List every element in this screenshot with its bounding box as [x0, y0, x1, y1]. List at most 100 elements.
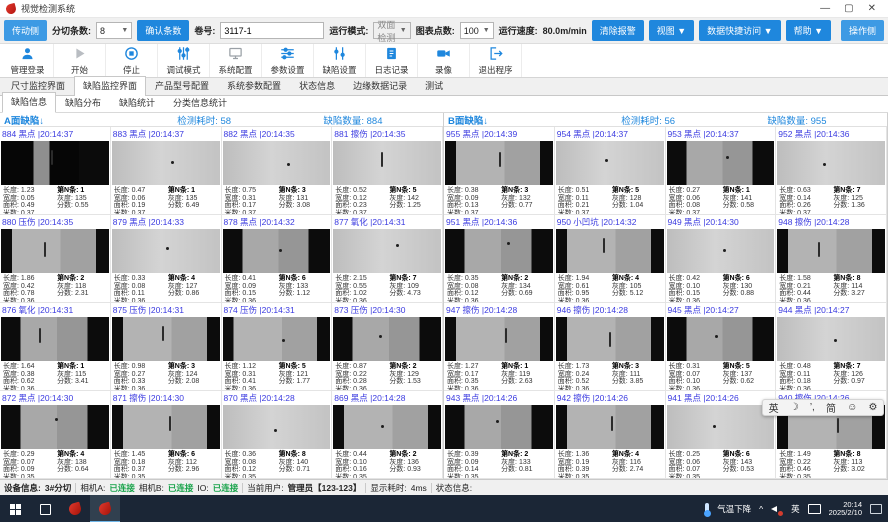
score-line: 分数: 0.62	[722, 378, 755, 386]
score-line: 分数: 2.96	[167, 466, 200, 474]
defect-card[interactable]: 872 黑点 |20:14:30 长度: 0.29 宽度: 0.07 面积: 0.09…	[0, 391, 111, 479]
tab-2[interactable]: 产品型号配置	[155, 81, 210, 91]
defect-card[interactable]: 883 黑点 |20:14:37 长度: 0.47 宽度: 0.06 面积: 0.19…	[110, 127, 222, 215]
operator-side-button[interactable]: 操作侧	[840, 20, 884, 41]
action-center-icon[interactable]	[870, 504, 882, 514]
defect-card[interactable]: 946 擦伤 |20:14:28 长度: 1.73 宽度: 0.24 面积: 0.52…	[554, 303, 666, 391]
data-quick-access-button[interactable]: 数据快捷访问 ▼	[699, 20, 781, 41]
defect-card[interactable]: 879 黑点 |20:14:33 长度: 0.33 宽度: 0.08 面积: 0.11…	[110, 215, 222, 303]
tab-0[interactable]: 尺寸监控界面	[11, 81, 66, 91]
roll-number-label: 卷号:	[194, 26, 216, 36]
ime-simplified-button[interactable]: 简	[825, 404, 836, 415]
action-button-play[interactable]: 开始	[54, 44, 106, 77]
defect-card[interactable]: 882 黑点 |20:14:35 长度: 0.75 宽度: 0.31 面积: 0.17…	[221, 127, 333, 215]
defect-class-info: 第N条: 8 灰度: 113 分数: 3.02	[833, 451, 865, 474]
defect-card[interactable]: 944 黑点 |20:14:27 长度: 0.48 宽度: 0.11 面积: 0.18…	[776, 303, 887, 391]
close-button[interactable]: ✕	[867, 2, 876, 14]
defect-card[interactable]: 949 黑点 |20:14:30 长度: 0.42 宽度: 0.10 面积: 0.15…	[665, 215, 777, 303]
defect-class-info: 第N条: 7 灰度: 125 分数: 1.36	[833, 187, 865, 210]
tab-6[interactable]: 测试	[425, 81, 444, 91]
taskbar-app-shortcut[interactable]	[60, 495, 90, 522]
ime-moon-icon[interactable]: ☽	[789, 402, 799, 413]
touch-keyboard-icon[interactable]	[807, 504, 821, 514]
info-line: 面积: 0.18	[779, 378, 811, 386]
defect-card[interactable]: 875 压伤 |20:14:31 长度: 0.98 宽度: 0.27 面积: 0.33…	[110, 303, 222, 391]
defect-measurements: 长度: 0.36 宽度: 0.08 面积: 0.12 米数: 0.35	[225, 451, 329, 478]
defect-card[interactable]: 873 压伤 |20:14:30 长度: 0.87 宽度: 0.22 面积: 0.28…	[332, 303, 443, 391]
tab-1[interactable]: 缺陷监控界面	[74, 76, 147, 96]
taskbar-clock[interactable]: 20:14 2025/2/10	[828, 500, 862, 518]
tab-3[interactable]: 系统参数配置	[227, 81, 282, 91]
volume-icon[interactable]	[771, 504, 784, 516]
taskbar-app-active[interactable]	[90, 495, 120, 522]
defect-card[interactable]: 951 黑点 |20:14:36 长度: 0.35 宽度: 0.08 面积: 0.12…	[444, 215, 555, 303]
run-mode-select[interactable]: 双面检测 ▼	[373, 20, 411, 43]
start-button[interactable]	[0, 495, 30, 522]
defect-card[interactable]: 950 小凹坑 |20:14:32 长度: 1.94 宽度: 0.61 面积: 0.9…	[554, 215, 666, 303]
action-button-user[interactable]: 管理登录	[2, 44, 54, 77]
subtab-3[interactable]: 分类信息统计	[173, 98, 228, 108]
ime-lang-button[interactable]: 英	[768, 404, 779, 415]
slit-count-select[interactable]: 8 ▼	[96, 22, 133, 39]
ime-punctuation-button[interactable]: ’,	[809, 402, 815, 413]
defect-card[interactable]: 948 擦伤 |20:14:28 长度: 1.58 宽度: 0.21 面积: 0.44…	[776, 215, 887, 303]
task-view-button[interactable]	[30, 495, 60, 522]
defect-card[interactable]: 878 黑点 |20:14:32 长度: 0.41 宽度: 0.09 面积: 0.15…	[221, 215, 333, 303]
action-button-sliders-v[interactable]: 调试模式	[158, 44, 210, 77]
tab-4[interactable]: 状态信息	[299, 81, 336, 91]
chart-points-select[interactable]: 100 ▼	[459, 22, 494, 39]
tab-5[interactable]: 边缘数据记录	[353, 81, 408, 91]
defect-card-header: 873 压伤 |20:14:30	[334, 305, 406, 315]
drive-side-button[interactable]: 传动侧	[4, 20, 48, 41]
defect-card[interactable]: 884 黑点 |20:14:37 长度: 1.23 宽度: 0.05 面积: 0.49…	[0, 127, 111, 215]
defect-card[interactable]: 947 擦伤 |20:14:28 长度: 1.27 宽度: 0.17 面积: 0.35…	[444, 303, 555, 391]
defect-card[interactable]: 945 黑点 |20:14:27 长度: 0.31 宽度: 0.07 面积: 0.10…	[665, 303, 777, 391]
action-button-camera[interactable]: 录像	[418, 44, 470, 77]
defect-card[interactable]: 881 擦伤 |20:14:35 长度: 0.52 宽度: 0.12 面积: 0.23…	[332, 127, 443, 215]
action-button-exit[interactable]: 退出程序	[470, 44, 522, 77]
defect-card[interactable]: 869 黑点 |20:14:28 长度: 0.44 宽度: 0.10 面积: 0.16…	[332, 391, 443, 479]
info-line: 面积: 0.11	[113, 290, 145, 298]
subtab-0[interactable]: 缺陷信息	[2, 92, 57, 113]
defect-card-header: 954 黑点 |20:14:37	[556, 129, 628, 139]
clear-alarm-button[interactable]: 清除报警	[591, 20, 644, 41]
ime-language-indicator[interactable]: 英	[791, 504, 800, 514]
action-button-stop[interactable]: 停止	[106, 44, 158, 77]
score-line: 分数: 0.97	[833, 378, 865, 386]
defect-image	[1, 141, 109, 185]
defect-card[interactable]: 954 黑点 |20:14:37 长度: 0.51 宽度: 0.11 面积: 0.21…	[554, 127, 666, 215]
defect-card[interactable]: 870 黑点 |20:14:28 长度: 0.36 宽度: 0.08 面积: 0.12…	[221, 391, 333, 479]
action-button-journal[interactable]: 日志记录	[366, 44, 418, 77]
defect-card[interactable]: 876 氧化 |20:14:31 长度: 1.64 宽度: 0.38 面积: 0.62…	[0, 303, 111, 391]
chevron-down-icon: ▼	[482, 27, 490, 34]
ime-settings-gear-icon[interactable]: ⚙	[868, 402, 878, 413]
defect-image	[333, 317, 441, 361]
action-button-sliders-v2[interactable]: 缺陷设置	[314, 44, 366, 77]
defect-card[interactable]: 952 黑点 |20:14:36 长度: 0.63 宽度: 0.14 面积: 0.26…	[776, 127, 887, 215]
defect-card[interactable]: 874 压伤 |20:14:31 长度: 1.12 宽度: 0.31 面积: 0.41…	[221, 303, 333, 391]
gray-line: 灰度: 138	[57, 458, 87, 466]
defect-card[interactable]: 877 氧化 |20:14:31 长度: 2.15 宽度: 0.55 面积: 1.02…	[332, 215, 443, 303]
subtab-1[interactable]: 缺陷分布	[65, 98, 102, 108]
help-menu-button[interactable]: 帮助 ▼	[785, 20, 831, 41]
clock-date: 2025/2/10	[828, 508, 862, 517]
defect-card[interactable]: 880 压伤 |20:14:35 长度: 1.86 宽度: 0.42 面积: 0.78…	[0, 215, 111, 303]
weather-text[interactable]: 气温下降	[717, 504, 752, 514]
roll-number-input[interactable]	[220, 22, 325, 39]
ime-emoji-icon[interactable]: ☺	[847, 402, 858, 413]
view-menu-button[interactable]: 视图 ▼	[648, 20, 695, 41]
score-line: 分数: 0.53	[722, 466, 755, 474]
defect-card[interactable]: 953 黑点 |20:14:37 长度: 0.27 宽度: 0.06 面积: 0.08…	[665, 127, 777, 215]
maximize-button[interactable]: ▢	[844, 2, 854, 14]
subtab-2[interactable]: 缺陷统计	[119, 98, 156, 108]
tray-expand-caret[interactable]: ^	[759, 504, 764, 514]
action-button-monitor[interactable]: 系统配置	[210, 44, 262, 77]
defect-card[interactable]: 942 擦伤 |20:14:26 长度: 1.36 宽度: 0.19 面积: 0.39…	[554, 391, 666, 479]
confirm-count-button[interactable]: 确认条数	[137, 20, 190, 41]
defect-card[interactable]: 941 黑点 |20:14:26 长度: 0.25 宽度: 0.06 面积: 0.07…	[665, 391, 777, 479]
defect-card[interactable]: 871 擦伤 |20:14:30 长度: 1.45 宽度: 0.18 面积: 0.37…	[110, 391, 222, 479]
minimize-button[interactable]: —	[820, 2, 831, 14]
defect-card[interactable]: 955 黑点 |20:14:39 长度: 0.38 宽度: 0.09 面积: 0.13…	[444, 127, 555, 215]
action-button-sliders-h[interactable]: 参数设置	[262, 44, 314, 77]
defect-card[interactable]: 943 黑点 |20:14:26 长度: 0.39 宽度: 0.09 面积: 0.14…	[444, 391, 555, 479]
